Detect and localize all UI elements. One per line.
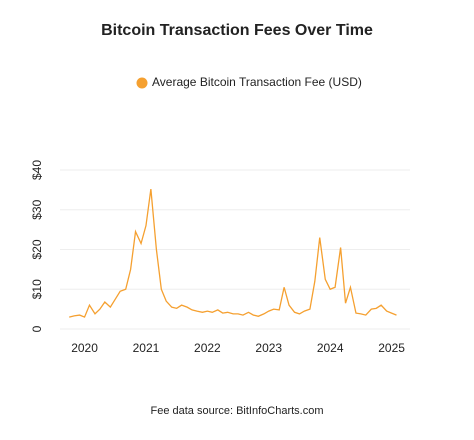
- x-tick-label: 2023: [255, 341, 282, 355]
- footnote: Fee data source: BitInfoCharts.com: [150, 405, 323, 417]
- y-tick-label: $40: [30, 160, 44, 180]
- legend-marker: [136, 77, 148, 89]
- legend-label: Average Bitcoin Transaction Fee (USD): [152, 75, 362, 89]
- x-tick-label: 2025: [378, 341, 405, 355]
- x-tick-label: 2021: [133, 341, 160, 355]
- y-tick-label: 0: [30, 325, 44, 332]
- x-tick-label: 2024: [317, 341, 344, 355]
- y-tick-label: $20: [30, 239, 44, 259]
- chart-title: Bitcoin Transaction Fees Over Time: [101, 22, 373, 39]
- line: [69, 188, 397, 318]
- y-tick-label: $30: [30, 199, 44, 219]
- x-tick-label: 2020: [71, 341, 98, 355]
- x-tick-label: 2022: [194, 341, 221, 355]
- y-tick-label: $10: [30, 279, 44, 299]
